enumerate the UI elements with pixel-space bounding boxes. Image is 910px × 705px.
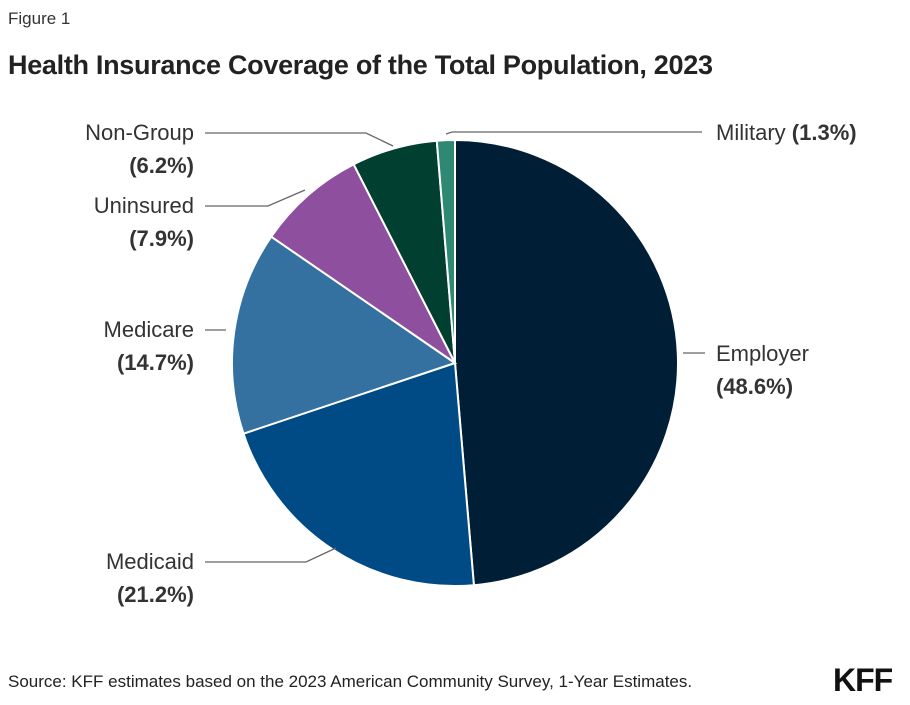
leader-line-non-group bbox=[205, 132, 394, 147]
slice-label-military: Military (1.3%) bbox=[716, 120, 857, 145]
pie-slice-military bbox=[435, 138, 456, 364]
leader-line-uninsured bbox=[205, 189, 306, 207]
slice-label-employer: Employer (48.6%) bbox=[716, 341, 809, 399]
slice-label-non-group: Non-Group (6.2%) bbox=[85, 120, 194, 178]
leader-line-military bbox=[445, 131, 702, 135]
source-note: Source: KFF estimates based on the 2023 … bbox=[8, 672, 693, 691]
pie-slice-uninsured bbox=[269, 163, 456, 364]
pie-slice-employer bbox=[454, 138, 679, 587]
chart-title: Health Insurance Coverage of the Total P… bbox=[8, 50, 713, 80]
slice-label-medicaid: Medicaid (21.2%) bbox=[105, 549, 194, 607]
pie-slice-medicare bbox=[231, 235, 458, 435]
kff-logo: KFF bbox=[833, 662, 893, 698]
figure-label: Figure 1 bbox=[8, 9, 71, 28]
leader-line-medicaid bbox=[205, 547, 337, 563]
slice-label-uninsured: Uninsured (7.9%) bbox=[93, 193, 194, 251]
slice-label-medicare: Medicare (14.7%) bbox=[103, 317, 194, 375]
